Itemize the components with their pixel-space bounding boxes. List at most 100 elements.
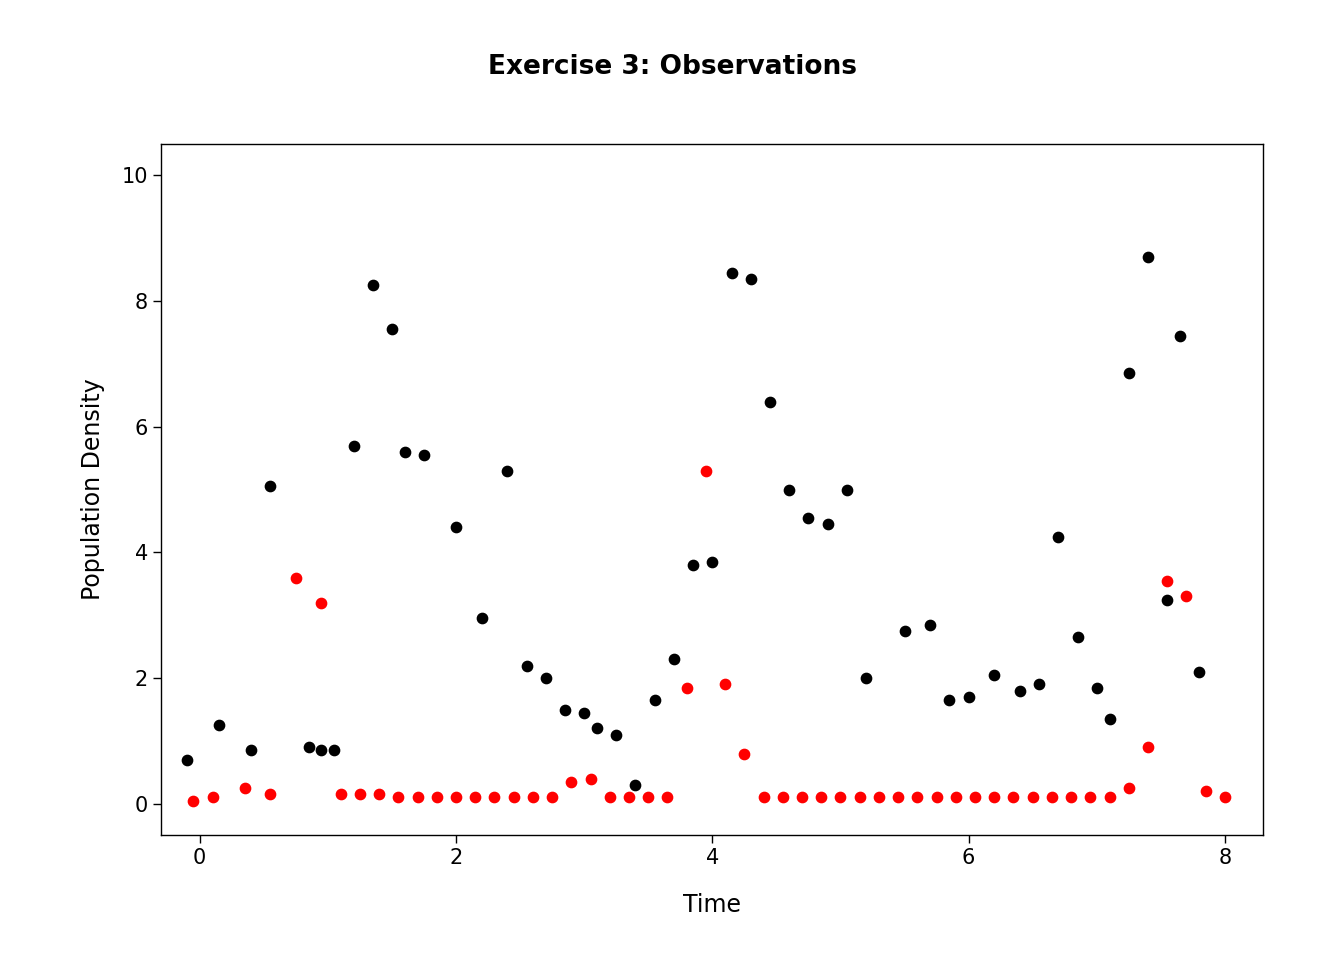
Point xyxy=(695,463,716,478)
Point xyxy=(285,570,306,586)
Point xyxy=(324,743,345,758)
Point xyxy=(259,479,281,494)
Point xyxy=(535,670,556,685)
Point xyxy=(523,790,544,805)
Point xyxy=(618,790,640,805)
Point xyxy=(1156,573,1177,588)
Point xyxy=(771,790,793,805)
Point xyxy=(579,771,601,786)
Point xyxy=(560,774,582,789)
Point xyxy=(798,510,820,525)
Point xyxy=(599,790,621,805)
Point xyxy=(778,482,800,497)
Point xyxy=(382,322,403,337)
Point xyxy=(1086,680,1107,695)
Point xyxy=(234,780,255,796)
Point xyxy=(958,689,980,705)
Point xyxy=(1137,250,1159,265)
Point xyxy=(625,778,646,793)
Point xyxy=(413,447,434,463)
Point xyxy=(964,790,985,805)
Text: Exercise 3: Observations: Exercise 3: Observations xyxy=(488,54,856,81)
Point xyxy=(368,786,390,802)
Point xyxy=(349,786,371,802)
Point xyxy=(759,394,781,409)
Point xyxy=(605,727,626,742)
Point xyxy=(298,739,320,755)
Point xyxy=(945,790,966,805)
Point xyxy=(868,790,890,805)
Point xyxy=(586,721,607,736)
Point xyxy=(1042,790,1063,805)
Point xyxy=(1009,683,1031,698)
Point xyxy=(1118,780,1140,796)
Point xyxy=(1028,677,1050,692)
Point xyxy=(1118,366,1140,381)
Point xyxy=(683,558,704,573)
Point xyxy=(176,752,198,767)
Point xyxy=(1079,790,1101,805)
Point xyxy=(715,677,737,692)
Point xyxy=(1099,711,1121,727)
Point xyxy=(676,680,698,695)
Point xyxy=(407,790,429,805)
Point xyxy=(259,786,281,802)
Point xyxy=(1021,790,1043,805)
Point xyxy=(1188,664,1210,680)
Point xyxy=(329,786,351,802)
Point xyxy=(241,743,262,758)
Point xyxy=(362,277,383,293)
Point xyxy=(753,790,774,805)
Point xyxy=(516,658,538,673)
Point xyxy=(720,265,742,280)
Point xyxy=(202,790,223,805)
Point xyxy=(1060,790,1082,805)
Point xyxy=(637,790,659,805)
Point xyxy=(574,705,595,720)
Point xyxy=(644,692,665,708)
Point xyxy=(1003,790,1024,805)
Point xyxy=(426,790,448,805)
Point xyxy=(484,790,505,805)
Point xyxy=(310,743,332,758)
Point xyxy=(445,790,466,805)
Point xyxy=(542,790,563,805)
Point xyxy=(310,595,332,611)
Point xyxy=(445,519,466,535)
Point xyxy=(926,790,948,805)
Point xyxy=(1169,328,1191,344)
Point xyxy=(394,444,415,460)
Point xyxy=(496,463,517,478)
Point xyxy=(1156,592,1177,608)
Point xyxy=(387,790,409,805)
Point xyxy=(1214,790,1235,805)
Point xyxy=(817,516,839,532)
Point xyxy=(855,670,876,685)
Point xyxy=(702,554,723,569)
Point xyxy=(894,623,915,638)
Point xyxy=(1067,630,1089,645)
Point xyxy=(657,790,679,805)
Point xyxy=(907,790,929,805)
Point xyxy=(984,790,1005,805)
Point xyxy=(836,482,857,497)
Point xyxy=(919,617,941,633)
Point xyxy=(554,702,575,717)
Point xyxy=(887,790,909,805)
Point xyxy=(829,790,851,805)
Point xyxy=(984,667,1005,683)
Point xyxy=(792,790,813,805)
Point xyxy=(1176,588,1198,604)
Point xyxy=(663,652,684,667)
Point xyxy=(1099,790,1121,805)
Point xyxy=(734,746,755,761)
Point xyxy=(470,611,492,626)
Point xyxy=(741,272,762,287)
Point xyxy=(849,790,871,805)
Point xyxy=(208,717,230,732)
Point xyxy=(465,790,487,805)
X-axis label: Time: Time xyxy=(683,894,742,918)
Point xyxy=(1047,529,1068,544)
Point xyxy=(503,790,524,805)
Point xyxy=(183,793,204,808)
